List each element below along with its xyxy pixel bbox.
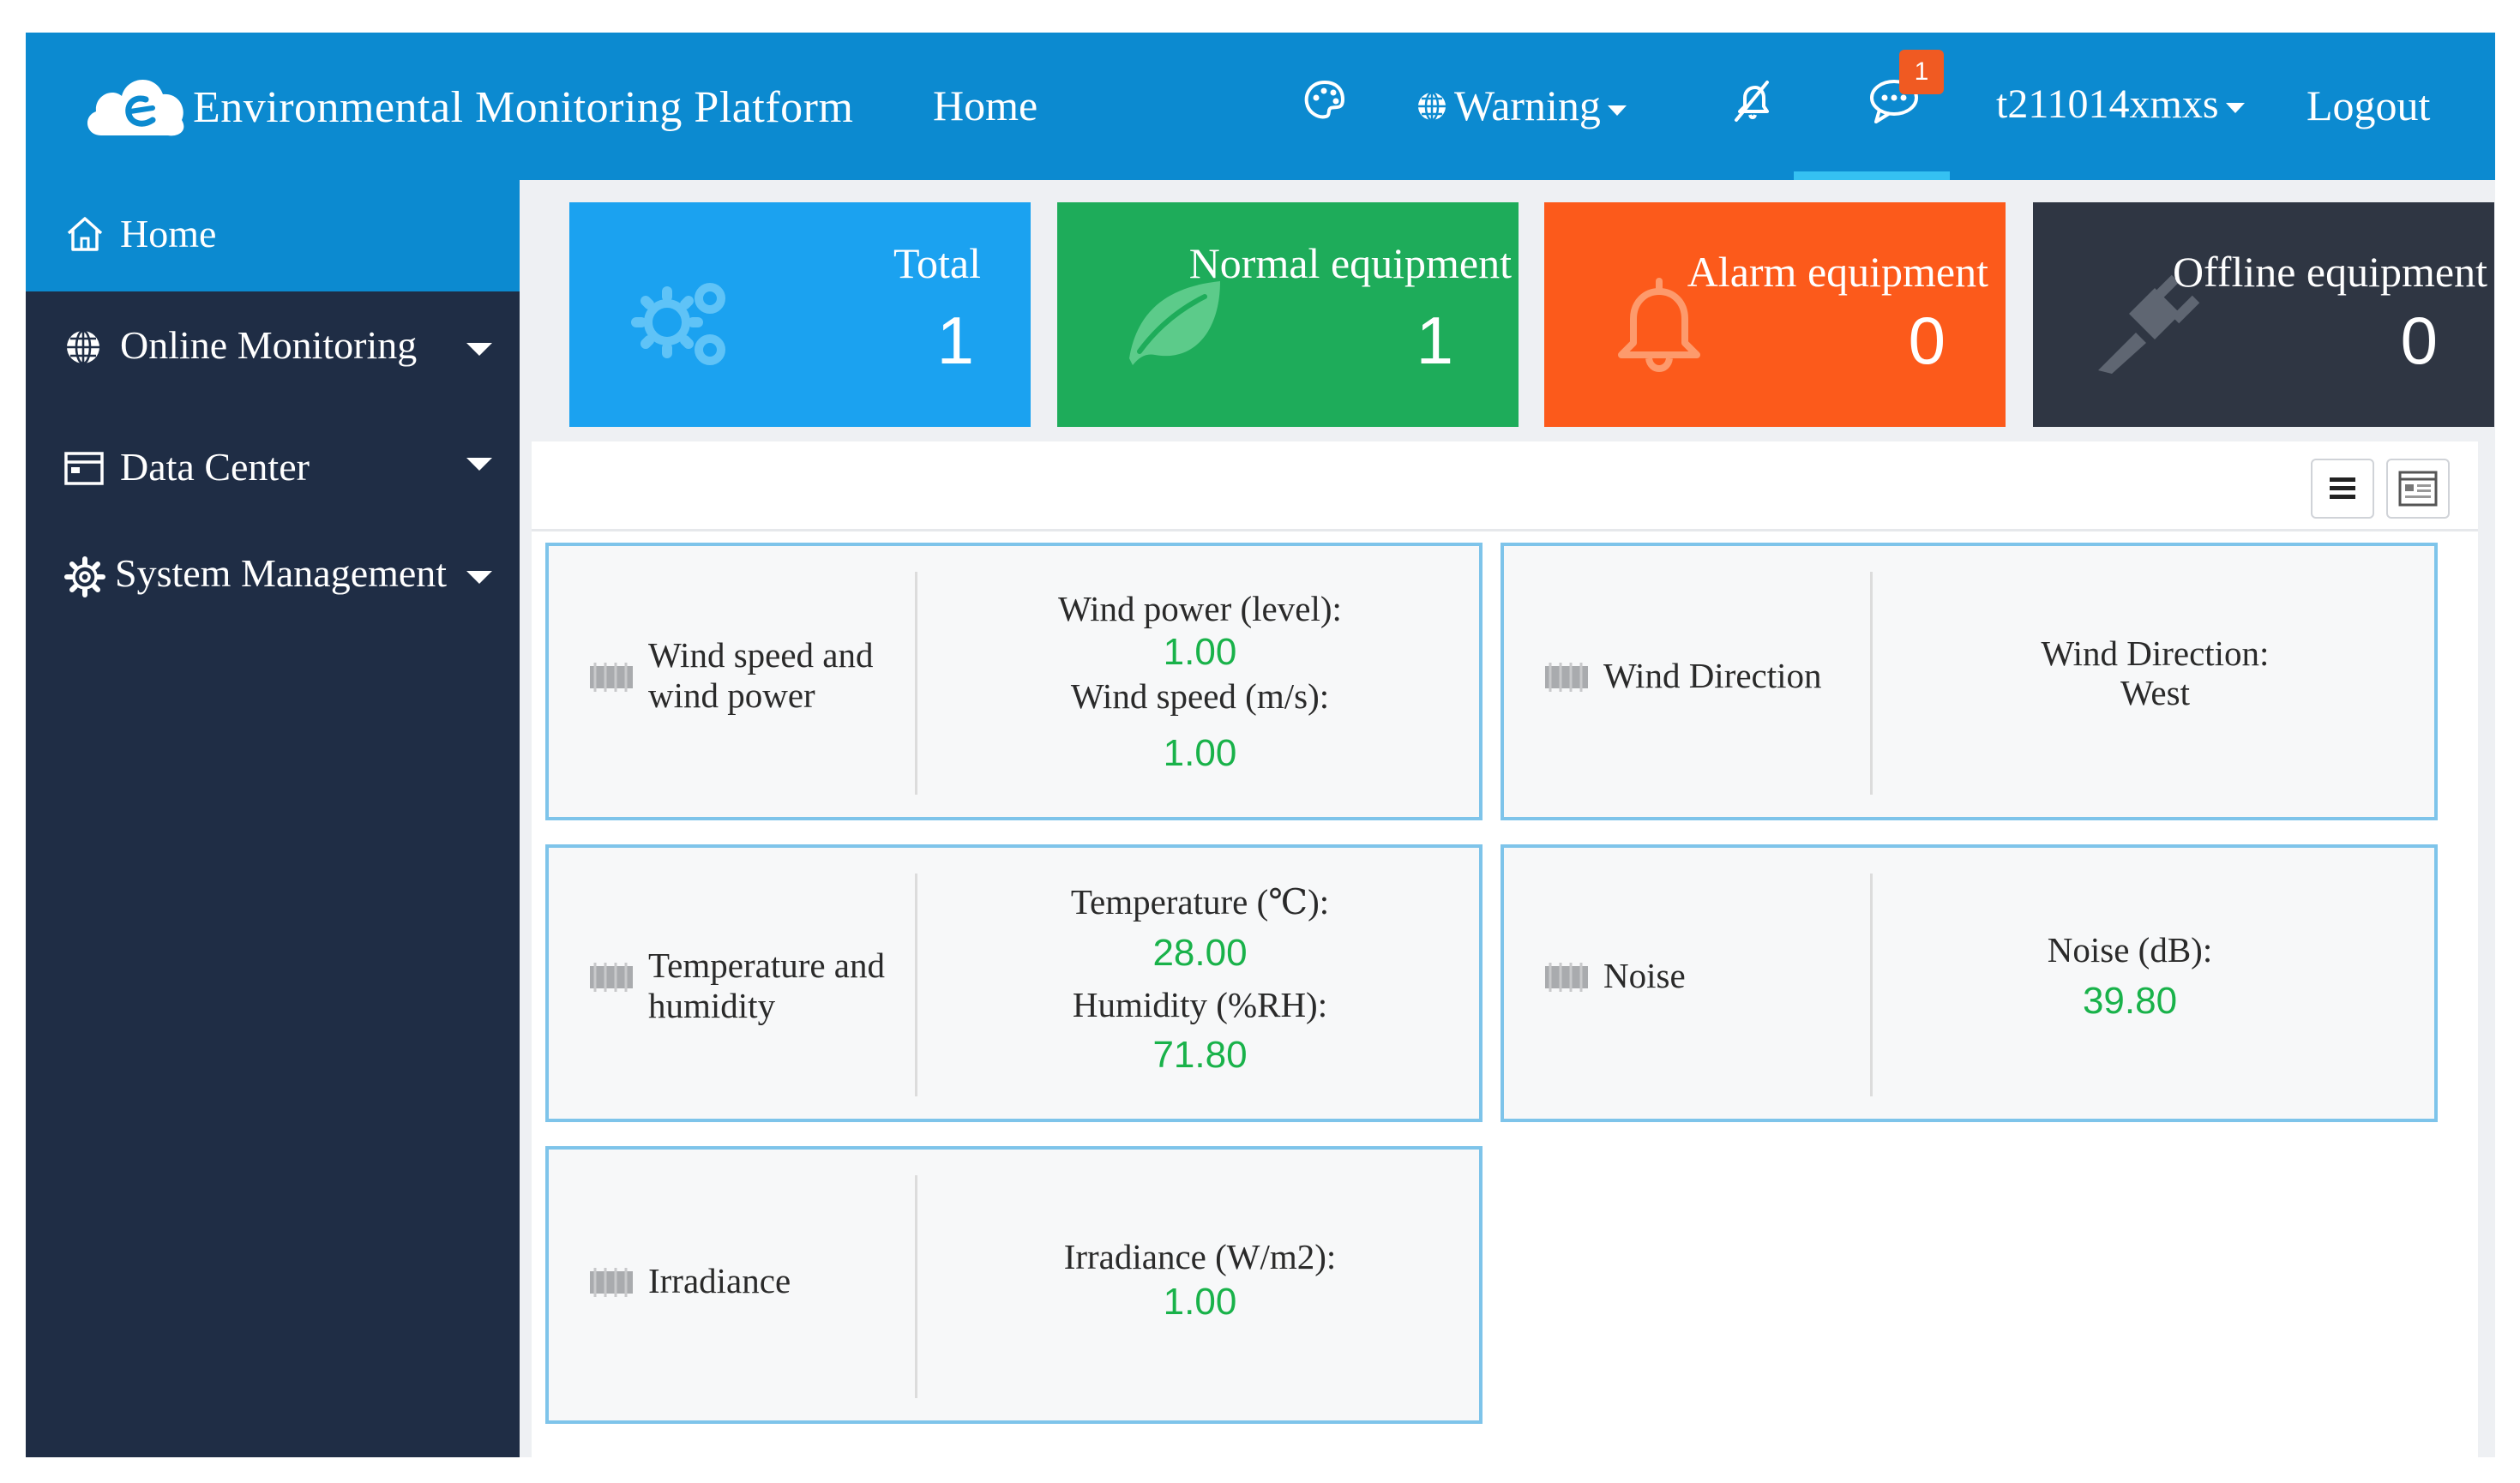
sensor-readings: Wind Direction: West [1873,633,2438,712]
stat-card-alarm: Alarm equipment 0 [1544,202,2006,427]
list-view-button[interactable] [2311,459,2374,519]
sidebar-item-label: System Management [115,551,448,595]
home-icon [67,217,103,251]
sensor-card-noise[interactable]: Noise Noise (dB): 39.80 [1501,844,2438,1122]
reading-value: 39.80 [2082,980,2178,1022]
chevron-down-icon [466,571,492,584]
reading-text: West [2120,673,2190,712]
sidebar-item-label: Online Monitoring [120,323,418,367]
card-view-icon [2398,471,2438,507]
reading-label: Temperature (℃): [1070,882,1330,922]
stat-card-total: Total 1 [569,202,1031,427]
device-chip-icon [590,663,633,692]
warning-label: Warning [1454,81,1601,129]
plug-icon [2098,274,2200,374]
sensor-card-temperature-humidity[interactable]: Temperature and humidity Temperature (℃)… [545,844,1483,1122]
globe-icon [1418,91,1446,122]
sensor-name: Temperature and humidity [648,946,886,1025]
user-menu[interactable]: t211014xmxs [1996,81,2245,128]
sidebar-item-label: Data Center [120,445,310,489]
sidebar-item-home[interactable]: Home [26,180,520,291]
stat-card-normal: Normal equipment 1 [1057,202,1519,427]
mute-icon[interactable] [1728,77,1776,125]
logout-link[interactable]: Logout [2306,81,2431,129]
stat-title: Offline equipment [2172,248,2487,296]
stat-value: 1 [936,303,974,378]
device-panel: Wind speed and wind power Wind power (le… [532,441,2478,1457]
sensor-card-wind-power[interactable]: Wind speed and wind power Wind power (le… [545,543,1483,820]
reading-value: 1.00 [1163,732,1237,774]
sensor-name: Irradiance [648,1261,791,1300]
panel-toolbar [532,441,2478,531]
sensor-name: Noise [1603,956,1686,995]
list-view-icon [2330,477,2355,499]
stat-title: Total [893,239,981,287]
sensor-readings: Wind power (level): 1.00 Wind speed (m/s… [917,589,1483,779]
reading-label: Wind power (level): [1058,589,1342,628]
reading-label: Wind speed (m/s): [1070,676,1330,716]
sidebar-item-data-center[interactable]: Data Center [26,413,520,525]
card-divider [1870,874,1873,1096]
chevron-down-icon [1607,105,1627,116]
top-navbar: Environmental Monitoring Platform Home W… [26,33,2495,180]
globe-icon [67,329,99,365]
app-title: Environmental Monitoring Platform [193,83,854,132]
card-divider [1870,572,1873,795]
sensor-name: Wind speed and wind power [648,635,874,715]
stat-value: 0 [1908,303,1946,378]
sensor-card-irradiance[interactable]: Irradiance Irradiance (W/m2): 1.00 [545,1146,1483,1424]
reading-label: Irradiance (W/m2): [1063,1237,1337,1276]
sensor-readings: Noise (dB): 39.80 [1916,930,2344,1033]
device-chip-icon [590,1268,633,1297]
nav-home-link[interactable]: Home [933,81,1038,129]
active-tab-indicator [1794,171,1950,180]
reading-value: 28.00 [1152,932,1248,974]
reading-label: Noise (dB): [2047,930,2213,970]
stat-value: 0 [2400,303,2438,378]
device-chip-icon [1545,663,1588,692]
sensor-name: Wind Direction [1603,656,1822,695]
message-count-badge: 1 [1899,50,1944,94]
reading-value: 71.80 [1152,1034,1248,1076]
main-content: Total 1 Normal equipment 1 Alarm equipme… [520,180,2495,1457]
gear-icon [64,556,105,597]
stat-value: 1 [1416,303,1453,378]
sensor-card-wind-direction[interactable]: Wind Direction Wind Direction: West [1501,543,2438,820]
sidebar-item-online-monitoring[interactable]: Online Monitoring [26,291,520,403]
reading-value: 1.00 [1163,631,1237,673]
stat-title: Alarm equipment [1687,248,1988,296]
bell-icon [1618,278,1700,372]
app-window: Environmental Monitoring Platform Home W… [26,33,2495,1457]
card-divider [915,572,917,795]
leaf-icon [1129,281,1220,365]
cloud-logo-icon[interactable] [82,67,189,144]
chevron-down-icon [466,343,492,356]
reading-value: 1.00 [1163,1281,1237,1323]
device-chip-icon [590,963,633,992]
stat-title: Normal equipment [1188,239,1512,287]
username-label: t211014xmxs [1996,81,2219,127]
sidebar-item-label: Home [120,212,217,255]
stat-card-offline: Offline equipment 0 [2033,202,2494,427]
reading-label: Wind Direction: [2041,633,2270,673]
device-chip-icon [1545,963,1588,992]
card-divider [915,874,917,1096]
sensor-readings: Irradiance (W/m2): 1.00 [917,1237,1483,1328]
sidebar-item-system-management[interactable]: System Management [26,519,520,631]
sensor-readings: Temperature (℃): 28.00 Humidity (%RH): 7… [917,882,1483,1086]
calendar-icon [64,452,104,485]
gears-icon [631,283,725,365]
chevron-down-icon [466,458,492,471]
chevron-down-icon [2225,102,2245,113]
card-view-button[interactable] [2386,459,2450,519]
card-divider [915,1175,917,1398]
chat-icon[interactable] [1867,77,1921,125]
reading-label: Humidity (%RH): [1072,985,1328,1024]
sidebar: Home Online Monitoring Data Center [26,180,520,1457]
warning-dropdown[interactable]: Warning [1415,81,1627,130]
palette-icon[interactable] [1302,77,1348,123]
